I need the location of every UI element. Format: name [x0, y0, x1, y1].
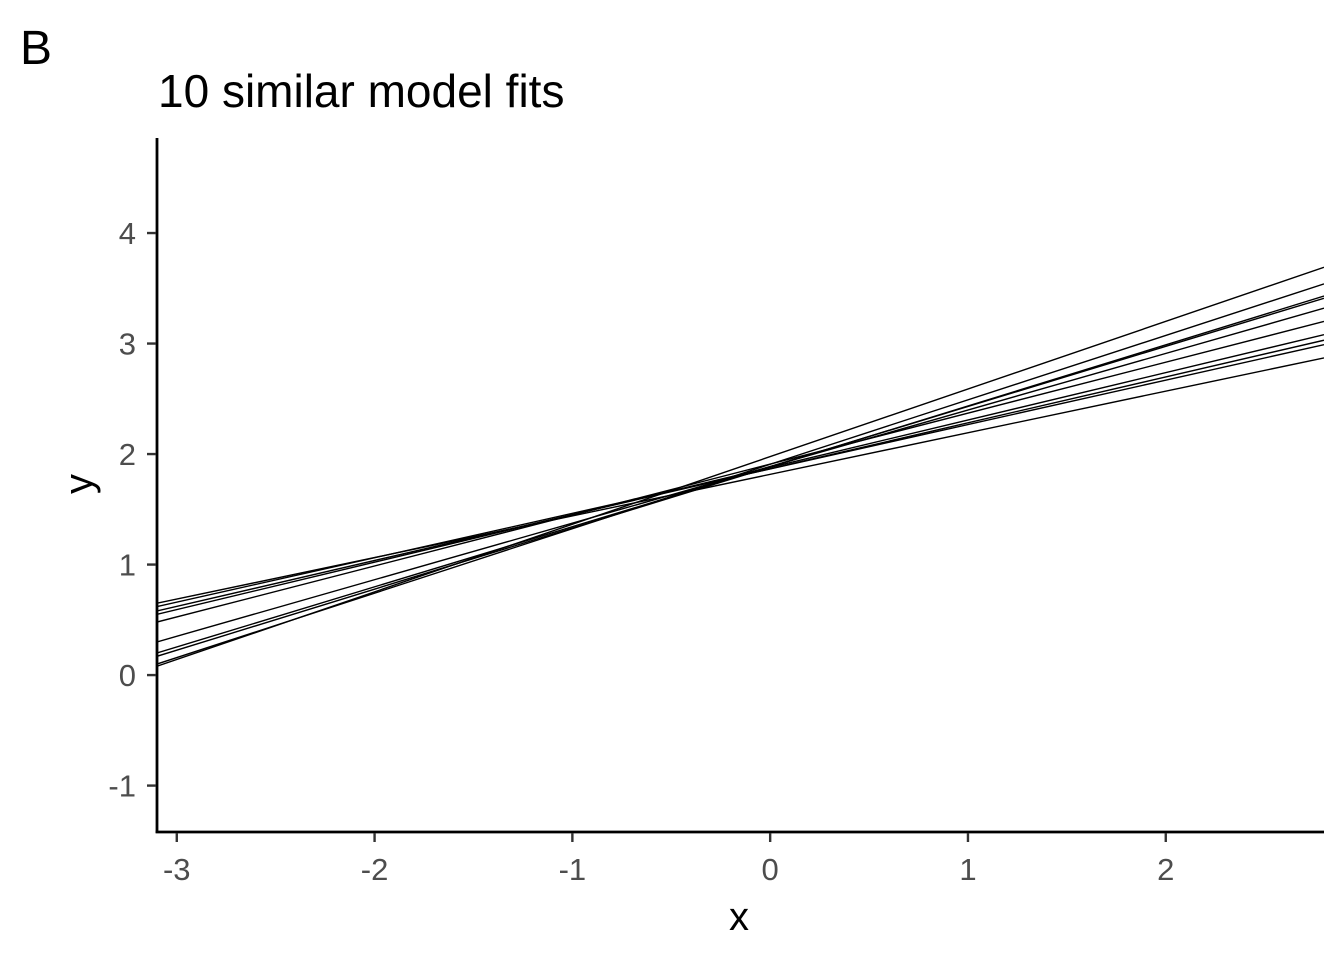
x-tick-label: 2: [1157, 852, 1174, 887]
fit-line-10: [157, 357, 1324, 604]
y-axis-title: y: [57, 474, 101, 494]
panel-tag: B: [20, 22, 52, 75]
x-tick-label: -1: [559, 852, 587, 887]
fit-line-1: [157, 266, 1324, 667]
x-axis-title: x: [729, 895, 749, 939]
y-axis-ticks: -1 0 1 2 3 4: [108, 216, 156, 804]
y-tick-label: 1: [119, 548, 136, 583]
chart-title: 10 similar model fits: [158, 65, 564, 117]
x-axis-ticks: -3 -2 -1 0 1 2: [163, 833, 1174, 887]
x-tick-label: -3: [163, 852, 191, 887]
y-tick-label: 0: [119, 658, 136, 693]
y-tick-label: 3: [119, 327, 136, 362]
fit-line-7: [157, 334, 1324, 615]
fit-line-9: [157, 343, 1324, 608]
x-tick-label: 0: [762, 852, 779, 887]
fit-line-6: [157, 320, 1324, 623]
y-tick-label: 2: [119, 437, 136, 472]
x-tick-label: -2: [361, 852, 389, 887]
fit-lines: [157, 266, 1324, 667]
y-tick-label: -1: [108, 769, 136, 804]
y-tick-label: 4: [119, 216, 136, 251]
x-tick-label: 1: [959, 852, 976, 887]
